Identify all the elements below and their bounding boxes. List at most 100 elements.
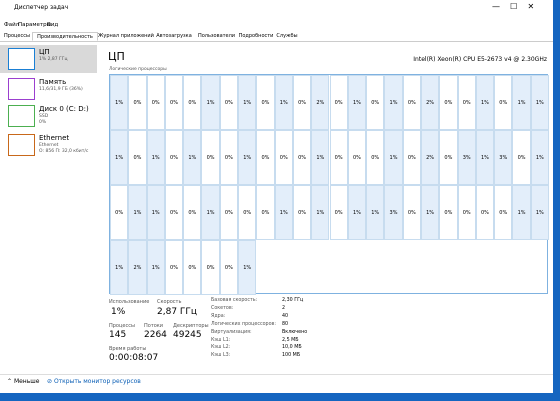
tab[interactable]: Автозагрузка xyxy=(156,33,192,39)
cpu-cell: 0% xyxy=(366,130,385,185)
detail-value: 100 МБ xyxy=(282,353,301,359)
cpu-cell: 1% xyxy=(110,240,129,295)
cpu-cell: 2% xyxy=(311,75,330,130)
cpu-cell: 0% xyxy=(128,75,147,130)
footer xyxy=(0,374,553,375)
detail-value: 80 xyxy=(282,321,289,327)
item-detail: 0% xyxy=(39,120,47,125)
cpu-cell: 0% xyxy=(292,185,312,240)
tab[interactable]: Службы xyxy=(276,33,298,39)
menu-item[interactable]: Вид xyxy=(47,22,59,28)
detail-label: Ядра: xyxy=(211,313,226,319)
cpu-cell: 0% xyxy=(292,130,312,185)
speed: 2,87 ГГц xyxy=(157,307,198,317)
cpu-cell: 1% xyxy=(530,130,549,185)
cpu-cell: 3% xyxy=(457,130,476,185)
detail-value: 2 xyxy=(282,305,286,311)
cpu-cell: 1% xyxy=(512,185,531,240)
cpu-cell: 1% xyxy=(311,130,330,185)
cpu-cell: 1% xyxy=(274,185,293,240)
tab[interactable]: Производительность xyxy=(32,32,98,41)
menu-item[interactable]: Параметры xyxy=(18,22,51,28)
cpu-cell: 0% xyxy=(457,75,476,130)
cpu-cell: 0% xyxy=(164,75,184,130)
cpu-cell: 1% xyxy=(512,75,531,130)
cpu-cell: 0% xyxy=(402,75,421,130)
uptime-label: Время работы xyxy=(109,346,147,352)
handles-label: Дескрипторы xyxy=(173,323,209,329)
menu-item[interactable]: Файл xyxy=(4,22,20,28)
window: Диспетчер задач — ☐ ✕ ЦП Intel(R) Xeon(R… xyxy=(0,0,553,393)
detail-label: Сокетов: xyxy=(211,305,234,311)
cpu-cell: 1% xyxy=(110,130,129,185)
detail-value: 10,0 МБ xyxy=(282,345,302,351)
cpu-cell: 0% xyxy=(146,75,165,130)
cpu-cell: 1% xyxy=(146,240,165,295)
cpu-cell: 0% xyxy=(475,185,495,240)
cpu-cell: 0% xyxy=(183,185,202,240)
detail-label: Базовая скорость: xyxy=(211,298,258,303)
cpu-cell: 0% xyxy=(219,185,239,240)
cpu-cell: 1% xyxy=(530,185,549,240)
cpu-grid: 1% 0% 0% 0% 0% 1% 0% 1% 0% 1% 0% 2% 0% 1% 0% 1% 0% 2% 0% 0%… xyxy=(109,74,549,295)
cpu-cell: 2% xyxy=(420,130,440,185)
cpu-model: Intel(R) Xeon(R) CPU E5-2673 v4 @ 2.30GH… xyxy=(413,56,547,63)
cpu-cell: 0% xyxy=(274,130,293,185)
cpu-cell: 0% xyxy=(183,75,202,130)
item-name[interactable]: ЦП xyxy=(39,48,50,56)
tab[interactable]: Подробности xyxy=(238,33,274,39)
cpu-cell: 1% xyxy=(238,240,257,295)
cpu-cell: 0% xyxy=(238,185,257,240)
cpu-cell: 1% xyxy=(146,185,165,240)
detail-label: Кэш L2: xyxy=(211,345,231,351)
cpu-cell: 0% xyxy=(164,240,184,295)
detail-value: 2,5 МБ xyxy=(282,337,299,343)
cpu-cell: 0% xyxy=(201,130,220,185)
usage-label: Использование xyxy=(109,299,150,305)
cpu-cell: 0% xyxy=(402,130,421,185)
item-detail: Ethernet xyxy=(39,143,59,148)
cpu-cell: 1% xyxy=(146,130,165,185)
heading: ЦП xyxy=(108,50,125,63)
cpu-cell: 0% xyxy=(201,240,220,295)
tab-bar xyxy=(0,31,553,42)
detail-value: Включено xyxy=(282,329,308,335)
cpu-cell: 0% xyxy=(256,130,275,185)
cpu-cell: 0% xyxy=(494,75,513,130)
cpu-cell: 0% xyxy=(110,185,129,240)
cpu-cell: 1% xyxy=(311,185,330,240)
cpu-cell: 0% xyxy=(329,75,348,130)
tab[interactable]: Процессы xyxy=(4,33,30,39)
thumbnail xyxy=(8,134,35,156)
handles: 49245 xyxy=(173,330,202,340)
tab[interactable]: Журнал приложений xyxy=(98,33,154,39)
cpu-cell: 1% xyxy=(201,75,220,130)
cpu-cell: 3% xyxy=(494,130,513,185)
cpu-cell: 0% xyxy=(439,185,458,240)
title: Диспетчер задач xyxy=(14,4,69,11)
cpu-cell: 0% xyxy=(128,130,147,185)
item-detail: 11,6/31,9 ГБ (36%) xyxy=(39,87,83,92)
resource-monitor-link[interactable]: ⊘ Открыть монитор ресурсов xyxy=(47,378,141,385)
cpu-cell: 0% xyxy=(219,240,239,295)
cpu-cell: 1% xyxy=(274,75,293,130)
cpu-cell: 1% xyxy=(238,130,257,185)
grid-label: Логические процессоры xyxy=(109,67,167,72)
less-button[interactable]: ⌃ Меньше xyxy=(7,378,40,385)
cpu-cell: 1% xyxy=(475,130,495,185)
item-name[interactable]: Ethernet xyxy=(39,134,70,142)
tab[interactable]: Пользователи xyxy=(197,33,236,39)
item-name[interactable]: Память xyxy=(39,78,67,86)
window-controls[interactable]: — ☐ ✕ xyxy=(492,2,535,11)
item-detail: 1% 2,87 ГГц xyxy=(39,57,68,62)
thumbnail xyxy=(8,78,35,100)
cpu-cell: 1% xyxy=(530,75,549,130)
cpu-cell: 0% xyxy=(219,130,239,185)
detail-value: 2,30 ГГц xyxy=(282,298,304,303)
cpu-cell: 0% xyxy=(256,75,275,130)
processes: 145 xyxy=(109,330,127,340)
item-name[interactable]: Диск 0 (C: D:) xyxy=(39,105,89,113)
cpu-cell: 1% xyxy=(110,75,129,130)
item-detail: SSD xyxy=(39,114,49,119)
cpu-cell: 2% xyxy=(420,75,440,130)
